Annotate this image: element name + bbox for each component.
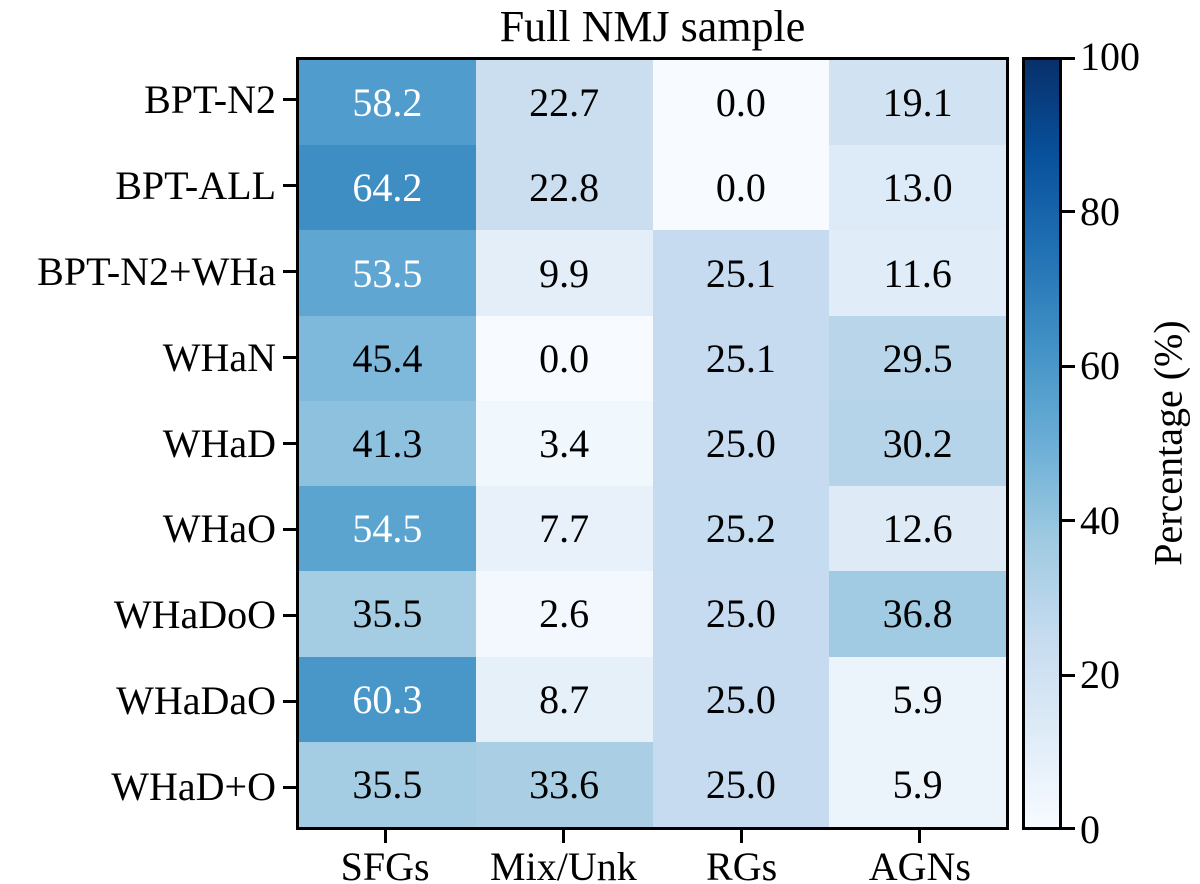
heatmap-cell: 53.5 — [299, 230, 476, 316]
column-label: SFGs — [340, 844, 430, 884]
row-label: WHaD — [162, 420, 276, 466]
colorbar-tick-label: 0 — [1080, 807, 1100, 852]
heatmap-cell: 64.2 — [299, 145, 476, 231]
heatmap-cell: 9.9 — [475, 230, 653, 316]
colorbar — [1022, 57, 1062, 830]
column-label: RGs — [706, 844, 778, 884]
heatmap-cell: 36.8 — [829, 571, 1006, 657]
heatmap-cell: 33.6 — [475, 741, 653, 827]
heatmap-cell: 45.4 — [299, 315, 476, 401]
heatmap-cell: 19.1 — [829, 60, 1006, 146]
row-tick — [283, 613, 296, 617]
row-tick — [283, 527, 296, 531]
column-tick — [740, 830, 744, 843]
row-tick — [283, 184, 296, 188]
row-tick — [283, 699, 296, 703]
heatmap-cell: 3.4 — [475, 400, 653, 487]
heatmap-grid: 58.2 22.7 0.0 19.1 64.2 22.8 0.0 13.0 53.5 9.9 25.… — [296, 57, 1009, 830]
heatmap-cell: 0.0 — [652, 60, 830, 146]
heatmap-cell: 5.9 — [829, 741, 1006, 827]
heatmap-cell: 22.7 — [475, 60, 653, 146]
heatmap-cell: 30.2 — [829, 400, 1006, 487]
heatmap-cell: 13.0 — [829, 145, 1006, 231]
heatmap-cell: 25.0 — [652, 400, 830, 487]
heatmap-cell: 25.0 — [652, 571, 830, 657]
colorbar-tick — [1062, 210, 1075, 214]
heatmap-cell: 0.0 — [475, 315, 653, 401]
heatmap-cell: 60.3 — [299, 656, 476, 742]
column-tick — [561, 830, 565, 843]
colorbar-tick — [1062, 673, 1075, 677]
heatmap-cell: 25.1 — [652, 230, 830, 316]
heatmap-cell: 41.3 — [299, 400, 476, 487]
colorbar-tick-label: 80 — [1080, 188, 1120, 234]
row-label: BPT-ALL — [115, 162, 276, 208]
heatmap-cell: 2.6 — [475, 571, 653, 657]
chart-title: Full NMJ sample — [499, 2, 806, 51]
row-tick — [283, 356, 296, 360]
row-tick — [283, 785, 296, 789]
row-label: WHaDaO — [116, 678, 276, 724]
colorbar-tick — [1062, 364, 1075, 368]
colorbar-tick-label: 40 — [1080, 497, 1120, 543]
column-tick — [918, 830, 922, 843]
colorbar-tick-label: 20 — [1080, 652, 1120, 698]
heatmap-cell: 22.8 — [475, 145, 653, 231]
heatmap-cell: 25.0 — [652, 741, 830, 827]
colorbar-tick-label: 100 — [1080, 34, 1140, 79]
row-tick — [283, 98, 296, 102]
heatmap-cell: 35.5 — [299, 741, 476, 827]
column-label: Mix/Unk — [490, 844, 637, 884]
column-tick — [383, 830, 387, 843]
colorbar-tick — [1062, 519, 1075, 523]
heatmap-cell: 25.1 — [652, 315, 830, 401]
colorbar-tick-label: 60 — [1080, 343, 1120, 389]
heatmap-cell: 35.5 — [299, 571, 476, 657]
colorbar-tick — [1062, 57, 1075, 60]
row-label: WHaN — [162, 334, 276, 380]
row-tick — [283, 442, 296, 445]
heatmap-cell: 54.5 — [299, 486, 476, 572]
row-label: WHaDoO — [113, 592, 276, 638]
row-label: BPT-N2 — [144, 76, 276, 122]
heatmap-cell: 29.5 — [829, 315, 1006, 401]
heatmap-cell: 25.0 — [652, 656, 830, 742]
row-label: WHaO — [162, 506, 276, 552]
column-label: AGNs — [868, 844, 971, 884]
heatmap-cell: 0.0 — [652, 145, 830, 231]
heatmap-cell: 8.7 — [475, 656, 653, 742]
heatmap-cell: 12.6 — [829, 486, 1006, 572]
heatmap-cell: 25.2 — [652, 486, 830, 572]
heatmap-cell: 58.2 — [299, 60, 476, 146]
heatmap-cell: 7.7 — [475, 486, 653, 572]
heatmap-cell: 5.9 — [829, 656, 1006, 742]
colorbar-tick — [1062, 827, 1075, 830]
row-tick — [283, 270, 296, 274]
row-label: WHaD+O — [111, 764, 276, 810]
heatmap-cell: 11.6 — [829, 230, 1006, 316]
colorbar-axis-label: Percentage (%) — [1145, 320, 1191, 566]
row-label: BPT-N2+WHa — [37, 248, 276, 294]
